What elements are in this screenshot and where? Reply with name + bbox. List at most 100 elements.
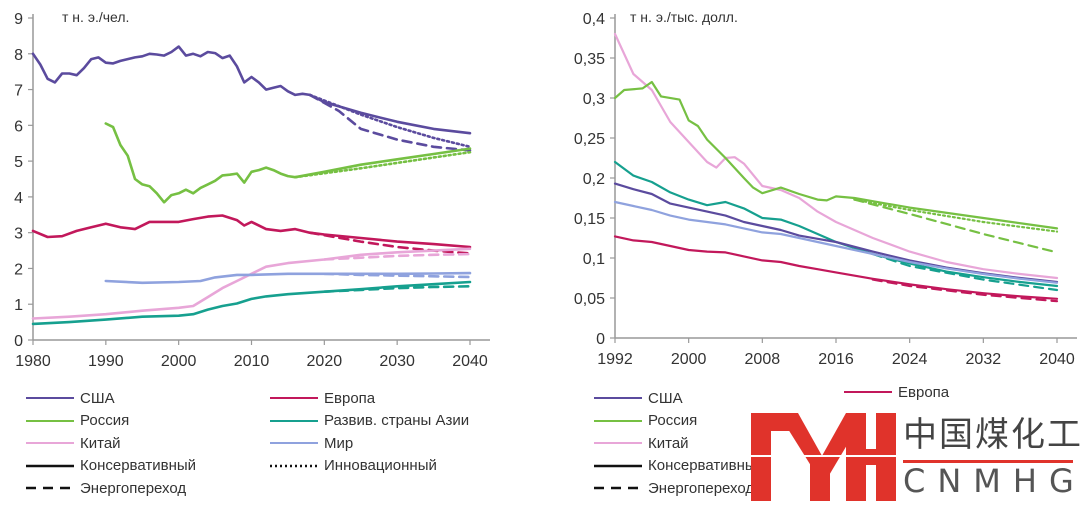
legend-item: Инновационный (268, 456, 437, 476)
right-y-tick-label: 0,15 (574, 211, 605, 228)
right-x-tick-label: 2000 (671, 351, 707, 368)
logo-chinese-text: 中国煤化工 (903, 415, 1080, 455)
right-axes: 0 0,05 0,1 0,15 0,2 0,25 0,3 0,35 0,4 1992 2000 200… (574, 11, 1077, 368)
right-y-tick-label: 0,05 (574, 291, 605, 308)
left-x-tick-label: 1990 (88, 353, 124, 370)
right-series-europe-dashed (871, 278, 1059, 303)
right-x-tick-label: 2008 (745, 351, 781, 368)
legend-item: Россия (24, 411, 129, 431)
right-series-europe (613, 235, 1059, 300)
legend-label: Китай (80, 434, 121, 452)
right-y-tick-label: 0 (596, 331, 605, 348)
right-y-tick-label: 0,25 (574, 131, 605, 148)
legend-label: Мир (324, 434, 354, 452)
right-series-usa (613, 182, 1059, 284)
legend-swatch-russia-solid (594, 419, 642, 422)
legend-label: Европа (898, 383, 950, 401)
left-series-usa (31, 45, 472, 135)
legend-label: Россия (648, 412, 698, 429)
legend-swatch-china-solid (594, 442, 642, 444)
legend-label: Россия (80, 412, 130, 429)
legend-swatch-black-dashed (26, 486, 74, 490)
right-series-asia-dashed (871, 252, 1059, 292)
chart-energy-per-capita: 0 1 2 3 4 5 6 7 8 9 1980 1990 2000 2010 2020 2030 2040 т… (14, 9, 490, 370)
left-series-europe (31, 214, 472, 249)
left-y-tick-label: 7 (14, 83, 23, 100)
legend-item: США (592, 388, 683, 408)
legend-label: Инновационный (324, 457, 437, 474)
logo-latin-text: CNMHG (903, 462, 1080, 500)
legend-swatch-black-solid (26, 464, 74, 467)
left-y-tick-label: 3 (14, 226, 23, 243)
left-y-tick-label: 8 (14, 47, 23, 64)
legend-item: Мир (268, 433, 353, 453)
legend-label: США (648, 389, 683, 407)
right-y-tick-label: 0,1 (583, 251, 605, 268)
left-series-europe-dashed (308, 231, 472, 255)
right-x-tick-label: 2024 (892, 351, 928, 368)
left-x-tick-label: 2010 (234, 353, 270, 370)
left-x-tick-label: 2020 (307, 353, 343, 370)
legend-label: США (80, 389, 115, 407)
right-series-russia-dotted (853, 198, 1059, 233)
left-y-tick-label: 4 (14, 190, 23, 207)
left-series-asia-dashed (322, 284, 472, 294)
left-series-china-dashed (322, 252, 472, 261)
legend-swatch-europe-solid (844, 391, 892, 393)
left-y-tick-label: 5 (14, 154, 23, 171)
left-y-tick-label: 1 (14, 297, 23, 314)
left-x-tick-label: 2000 (161, 353, 197, 370)
legend-item: Консервативный (592, 456, 764, 476)
left-y-tick-label: 2 (14, 261, 23, 278)
right-x-tick-label: 2040 (1039, 351, 1075, 368)
legend-label: Развив. страны Азии (324, 412, 470, 429)
right-series-china (613, 32, 1059, 280)
right-x-tick-label: 2032 (966, 351, 1002, 368)
right-series-asia (613, 160, 1059, 288)
legend-swatch-usa-solid (26, 397, 74, 399)
left-x-tick-label: 2030 (379, 353, 415, 370)
left-series-group (31, 45, 472, 326)
left-series-russia (104, 122, 472, 204)
legend-swatch-china-solid (26, 442, 74, 444)
legend-right: США Европа Россия Китай Консервативный Энерго… (592, 384, 1080, 505)
left-axes: 0 1 2 3 4 5 6 7 8 9 1980 1990 2000 2010 2020 2030 2040 (14, 11, 490, 370)
logo-divider (903, 460, 1073, 463)
legend-label: Энергопереход (80, 479, 187, 497)
legend-label: Энергопереход (648, 479, 755, 497)
cnmhg-logo: 中国煤化工 CNMHG (748, 405, 1080, 505)
left-series-world (104, 271, 472, 285)
left-x-tick-label: 1980 (15, 353, 51, 370)
right-y-tick-label: 0,2 (583, 171, 605, 188)
right-series-world (613, 200, 1059, 284)
right-y-tick-label: 0,3 (583, 91, 605, 108)
legend-label: Китай (648, 434, 689, 452)
legend-item: Китай (592, 433, 689, 453)
legend-item: Энергопереход (592, 478, 754, 498)
logo-mark-icon (748, 413, 898, 501)
left-series-russia-dotted (293, 150, 472, 179)
right-y-tick-label: 0,35 (574, 51, 605, 68)
legend-item: Китай (24, 433, 121, 453)
left-x-tick-label: 2040 (452, 353, 488, 370)
legend-swatch-russia-solid (26, 419, 74, 422)
legend-item: Россия (592, 411, 697, 431)
legend-item: США (24, 388, 115, 408)
legend-swatch-europe-solid (270, 397, 318, 399)
left-series-usa-dashed (308, 93, 472, 152)
right-x-tick-label: 2016 (818, 351, 854, 368)
right-series-russia-dashed (853, 198, 1059, 254)
right-unit-label: т н. э./тыс. долл. (630, 9, 738, 25)
legend-swatch-world-solid (270, 442, 318, 444)
left-unit-label: т н. э./чел. (62, 9, 129, 25)
legend-left: США Европа Россия Развив. страны Азии Китай М… (24, 388, 524, 505)
right-y-tick-label: 0,4 (583, 11, 605, 28)
legend-label: Европа (324, 389, 376, 407)
legend-item: Европа (842, 382, 949, 402)
left-y-tick-label: 6 (14, 118, 23, 135)
legend-item: Европа (268, 388, 375, 408)
left-y-tick-label: 9 (14, 11, 23, 28)
left-series-usa-dotted (308, 93, 472, 149)
legend-label: Консервативный (648, 457, 765, 474)
legend-swatch-asia-solid (270, 419, 318, 422)
